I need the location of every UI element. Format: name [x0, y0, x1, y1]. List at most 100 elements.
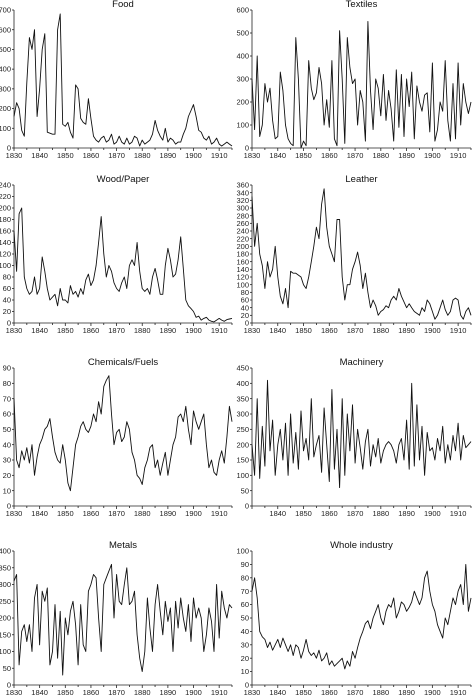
x-tick-label: 1850	[295, 688, 312, 695]
panel-whole-industry: Whole industry 0 10 20 30 40 50 60 70 80 90 100 1830…	[236, 540, 472, 695]
x-tick-label: 1880	[134, 326, 151, 335]
chart-title: Metals	[109, 540, 137, 551]
y-tick-label: 400	[0, 65, 11, 74]
y-tick-label: 50	[241, 486, 249, 495]
x-tick-label: 1830	[244, 326, 261, 335]
chart-title: Chemicals/Fuels	[88, 357, 158, 368]
y-tick-label: 0	[7, 144, 11, 153]
series-line-food	[13, 13, 233, 147]
x-tick-label: 1880	[372, 509, 389, 518]
y-tick-label: 300	[236, 75, 249, 84]
y-tick-label: 200	[0, 104, 11, 113]
y-tick-label: 400	[236, 52, 249, 61]
y-tick-label: 350	[0, 563, 11, 572]
panel-machinery: Machinery 0 50 100 150 200 250 300 350 400 450 1840…	[236, 357, 472, 518]
x-tick-label: 1840	[31, 509, 48, 518]
y-tick-label: 280	[236, 211, 249, 220]
x-tick-label: 1900	[424, 509, 441, 518]
x-tick-label: 1840	[269, 688, 286, 695]
panel-textiles: Textiles 0 100 200 300 400 500 600 1830 1840 1850 1…	[236, 0, 472, 160]
series-line-whole-industry	[251, 563, 472, 670]
panel-leather: Leather 020406080100120140160180200220240…	[236, 174, 472, 335]
x-tick-label: 1880	[134, 151, 151, 160]
x-tick-label: 1860	[83, 509, 100, 518]
y-tick-label: 140	[236, 265, 249, 274]
y-tick-label: 60	[241, 600, 249, 609]
x-tick-label: 1860	[83, 151, 100, 160]
series-line-machinery	[251, 379, 472, 489]
chart-title: Machinery	[340, 357, 384, 368]
x-tick-label: 1870	[108, 151, 125, 160]
x-tick-label: 1880	[372, 151, 389, 160]
y-tick-label: 100	[0, 647, 11, 656]
y-tick-label: 180	[0, 215, 11, 224]
chart-title: Food	[112, 0, 134, 10]
x-tick-label: 1830	[244, 688, 261, 695]
x-tick-label: 1840	[269, 509, 286, 518]
y-tick-label: 100	[0, 124, 11, 133]
x-tick-label: 1910	[211, 326, 228, 335]
x-tick-label: 1860	[321, 326, 338, 335]
x-tick-label: 1860	[321, 151, 338, 160]
y-tick-label: 300	[0, 84, 11, 93]
x-tick-label: 1830	[6, 509, 23, 518]
y-tick-label: 60	[241, 296, 249, 305]
y-tick-label: 350	[236, 394, 249, 403]
y-tick-label: 120	[0, 250, 11, 259]
y-tick-label: 20	[3, 307, 11, 316]
y-tick-label: 100	[236, 471, 249, 480]
x-tick-label: 1910	[450, 688, 467, 695]
y-tick-label: 240	[0, 181, 11, 190]
x-tick-label: 1830	[6, 151, 23, 160]
y-tick-label: 120	[236, 273, 249, 282]
chart-title: Wood/Paper	[97, 174, 150, 185]
y-tick-label: 20	[241, 654, 249, 663]
x-tick-label: 1860	[83, 688, 100, 695]
x-tick-label: 1890	[160, 326, 177, 335]
y-tick-label: 0	[7, 502, 11, 511]
x-tick-label: 1900	[424, 326, 441, 335]
y-tick-label: 30	[3, 456, 11, 465]
series-line-textiles	[251, 21, 472, 149]
y-tick-label: 360	[236, 181, 249, 190]
y-tick-label: 600	[0, 25, 11, 34]
y-tick-label: 250	[0, 597, 11, 606]
x-tick-label: 1870	[347, 688, 364, 695]
y-tick-label: 20	[3, 471, 11, 480]
x-tick-label: 1840	[31, 151, 48, 160]
y-tick-label: 150	[0, 630, 11, 639]
y-tick-label: 90	[241, 560, 249, 569]
y-tick-label: 0	[7, 681, 11, 690]
y-tick-label: 100	[0, 261, 11, 270]
y-tick-label: 140	[0, 238, 11, 247]
y-tick-label: 500	[236, 29, 249, 38]
x-tick-label: 1850	[57, 509, 74, 518]
y-tick-label: 80	[241, 288, 249, 297]
x-tick-label: 1840	[269, 326, 286, 335]
y-tick-label: 40	[241, 627, 249, 636]
x-tick-label: 1910	[450, 151, 467, 160]
panel-chemicals-fuels: Chemicals/Fuels 0 10 20 30 40 50 60 70 80 90 1830 18…	[3, 357, 233, 518]
panel-wood-paper: Wood/Paper 0 20 40 60 80 100 120 140 160 180 200 220…	[0, 174, 233, 335]
x-tick-label: 1890	[160, 509, 177, 518]
x-tick-label: 1870	[347, 326, 364, 335]
y-tick-label: 40	[3, 296, 11, 305]
y-tick-label: 10	[3, 486, 11, 495]
y-tick-label: 400	[236, 379, 249, 388]
y-tick-label: 0	[245, 502, 249, 511]
x-tick-label: 1890	[398, 151, 415, 160]
x-tick-label: 1890	[160, 151, 177, 160]
x-tick-label: 1830	[6, 326, 23, 335]
x-tick-label: 1850	[57, 326, 74, 335]
series-line-metals	[13, 563, 233, 676]
y-tick-label: 450	[236, 364, 249, 373]
y-tick-label: 300	[236, 410, 249, 419]
y-tick-label: 300	[0, 580, 11, 589]
y-tick-label: 50	[3, 425, 11, 434]
y-tick-label: 0	[245, 144, 249, 153]
x-tick-label: 1900	[185, 151, 202, 160]
x-tick-label: 1880	[372, 688, 389, 695]
y-tick-label: 200	[236, 98, 249, 107]
x-tick-label: 1860	[321, 509, 338, 518]
